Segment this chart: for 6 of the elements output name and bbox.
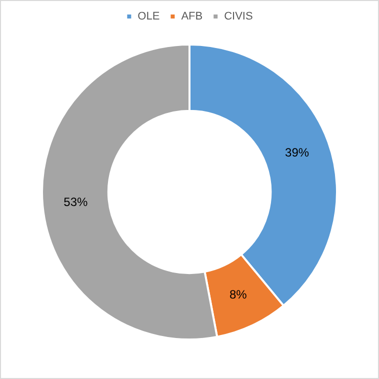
data-label: 8% [230,288,248,302]
data-label: 53% [64,195,88,210]
data-label: 39% [285,146,310,160]
legend-label: CIVIS [224,10,253,23]
legend-label: OLE [138,10,160,23]
legend-label: AFB [181,10,203,23]
